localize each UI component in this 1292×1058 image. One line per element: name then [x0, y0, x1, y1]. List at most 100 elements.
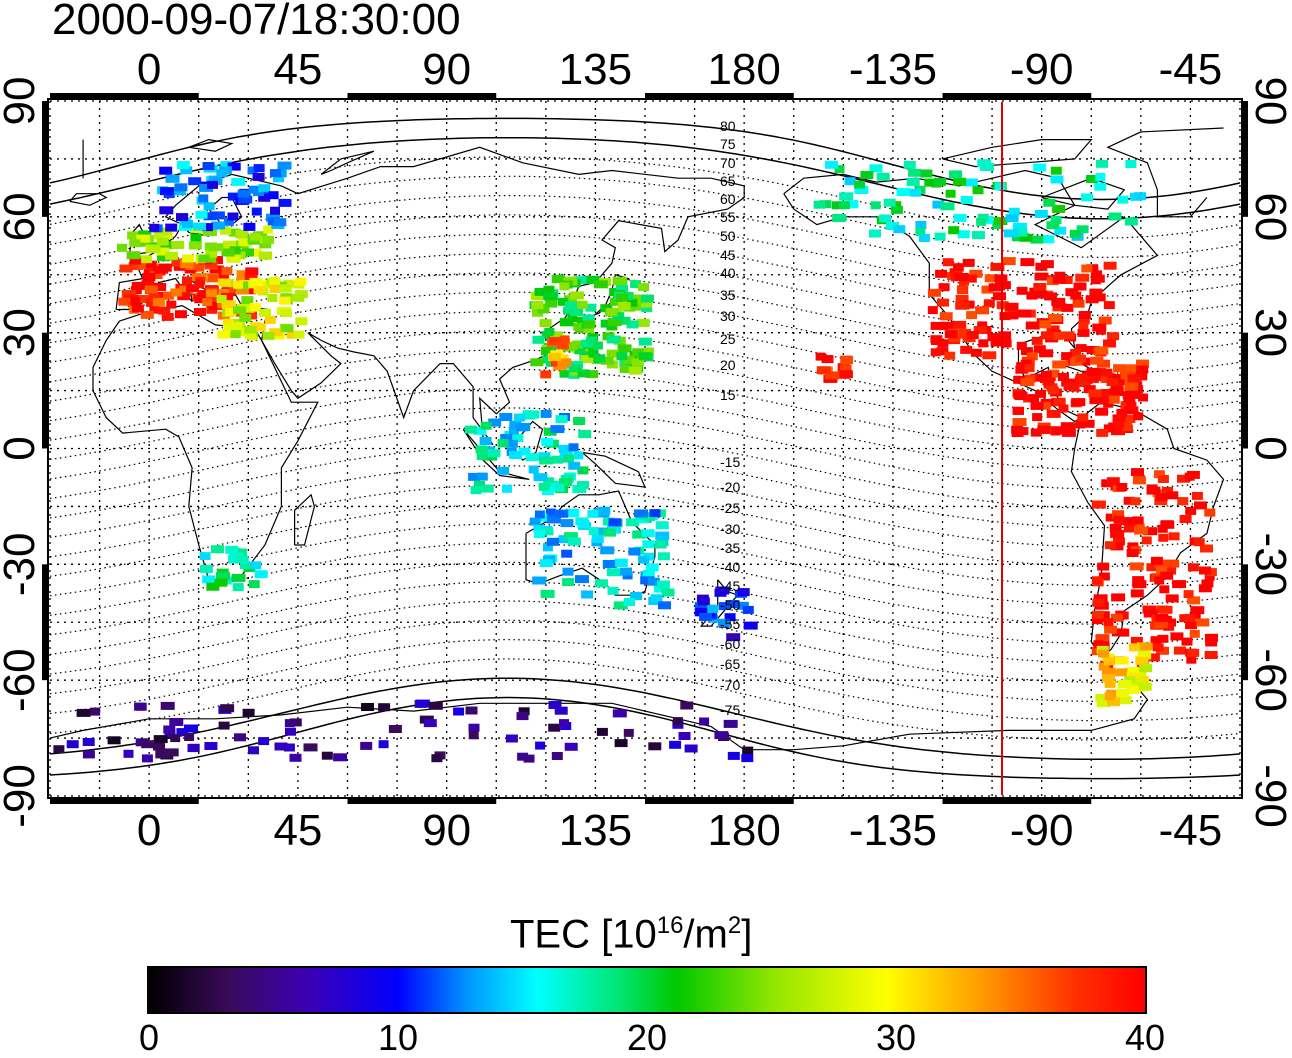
tec-cell [470, 486, 482, 495]
tec-cell [1091, 610, 1104, 619]
tec-cell [1204, 572, 1215, 581]
tec-cell [697, 597, 710, 606]
magnetic-lat-label: -65 [720, 656, 740, 672]
tec-cell [927, 288, 941, 297]
tec-cell [264, 315, 276, 324]
tec-cell [468, 472, 481, 481]
tec-cell [1060, 422, 1075, 431]
tec-cell [577, 466, 589, 475]
tec-cell [548, 701, 562, 709]
tec-cell [1042, 377, 1054, 386]
tec-cell [274, 742, 288, 751]
tec-cell [1113, 515, 1125, 524]
tec-cell [972, 186, 984, 195]
tec-cell [1019, 233, 1033, 242]
tec-cell [657, 552, 670, 561]
tec-cell [1118, 696, 1132, 705]
tec-cell [277, 161, 292, 170]
tec-cell [1017, 309, 1032, 318]
tec-cell [1052, 360, 1067, 369]
tec-cell [1030, 235, 1044, 244]
tec-cell [1123, 496, 1135, 505]
tec-cell [250, 561, 262, 570]
tec-cell [1101, 368, 1113, 377]
tec-cell [537, 305, 550, 314]
tec-cell [562, 567, 574, 576]
tec-cell [1086, 367, 1100, 376]
tec-cell [207, 180, 218, 189]
tec-cell [232, 583, 244, 592]
tec-cell [238, 195, 253, 204]
tec-cell [516, 423, 531, 431]
tec-cell [121, 290, 136, 298]
tec-cell [1104, 625, 1118, 634]
tec-cell [90, 707, 101, 716]
magnetic-contour [49, 117, 1241, 201]
tec-cell [234, 733, 246, 742]
tec-cell [225, 308, 237, 317]
tec-cell [1025, 321, 1040, 330]
tec-cell [159, 166, 173, 175]
tec-cell [815, 352, 826, 361]
tec-cell [1138, 393, 1148, 402]
tec-cell [696, 607, 707, 616]
tec-cell [559, 719, 569, 728]
tec-cell [1035, 389, 1046, 398]
tec-cell [638, 337, 652, 346]
tec-cell [1110, 385, 1124, 394]
tec-cell [642, 347, 654, 356]
tec-cell [551, 752, 563, 760]
tec-cell [555, 415, 568, 424]
tec-cell [159, 206, 174, 215]
tec-cell [203, 228, 217, 237]
tec-cell [140, 310, 154, 319]
tec-cell [567, 537, 581, 546]
tec-cell [563, 342, 578, 350]
tec-cell [654, 540, 667, 549]
tec-cell [1136, 365, 1149, 374]
tec-cell [499, 413, 513, 421]
tec-cell [464, 425, 477, 434]
tec-cell [1016, 427, 1029, 436]
tec-cell [177, 292, 191, 301]
tec-cell [594, 354, 606, 363]
tec-cell [1109, 523, 1122, 532]
tec-cell [1170, 632, 1184, 641]
tec-cell [569, 364, 582, 373]
tec-cell [275, 169, 287, 178]
tec-cell [1008, 207, 1020, 216]
tec-cell [1033, 163, 1047, 172]
tec-cell [269, 328, 283, 337]
tec-cell [1133, 412, 1144, 421]
tec-cell [890, 205, 903, 214]
tec-cell [557, 358, 572, 367]
tec-cell [158, 227, 172, 236]
tec-cell [1134, 526, 1148, 535]
tec-cell [153, 735, 168, 744]
tec-cell [217, 330, 231, 339]
tec-cell [932, 200, 945, 209]
tec-cell [562, 578, 575, 587]
tec-cell [479, 437, 492, 445]
tec-cell [170, 734, 181, 743]
tec-cell [1183, 590, 1194, 599]
tec-cell [141, 754, 153, 763]
magnetic-contour [49, 619, 1241, 702]
magnetic-lat-label: -75 [720, 702, 740, 718]
magnetic-lat-label: 60 [720, 191, 736, 207]
tec-cell [164, 729, 176, 738]
tec-cell [1030, 401, 1044, 410]
tec-cell [156, 237, 169, 246]
tec-cell [1191, 491, 1203, 500]
tec-cell [606, 335, 621, 344]
tec-cell [546, 537, 559, 546]
tec-cell [606, 568, 621, 577]
tec-cell [1095, 346, 1109, 355]
tec-cell [963, 274, 977, 283]
tec-cell [741, 754, 754, 763]
tec-cell [1117, 195, 1129, 204]
tec-cell [1014, 228, 1028, 237]
tec-cell [1095, 173, 1106, 181]
tec-cell [655, 531, 670, 540]
tec-cell [465, 706, 478, 715]
